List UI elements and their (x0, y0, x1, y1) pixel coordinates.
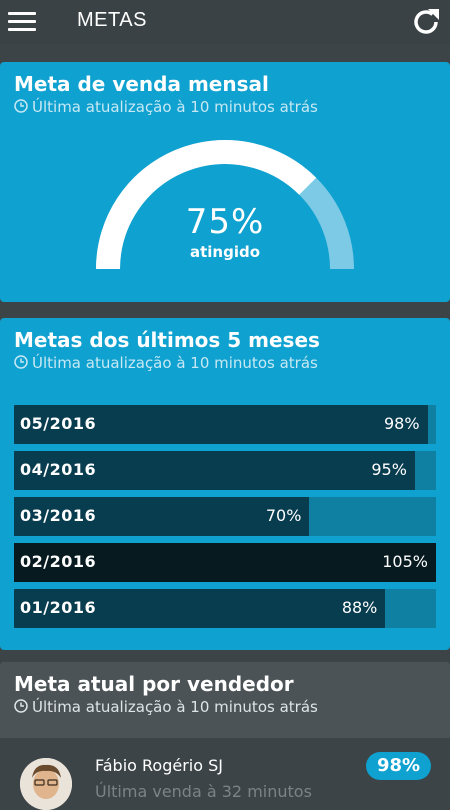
month-bar-row[interactable]: 03/2016 70% (14, 497, 436, 536)
seller-goals-updated-text: Última atualização à 10 minutos atrás (32, 698, 318, 716)
month-bar-row[interactable]: 02/2016 105% (14, 543, 436, 582)
month-bar-fill (14, 589, 386, 628)
month-label: 03/2016 (20, 506, 97, 525)
month-label: 04/2016 (20, 460, 97, 479)
month-bar-fill (14, 405, 428, 444)
month-percent: 98% (384, 414, 420, 433)
seller-avatar (20, 758, 72, 810)
month-percent: 88% (341, 598, 378, 617)
month-bar-row[interactable]: 05/2016 98% (14, 405, 436, 444)
month-percent: 95% (371, 460, 407, 479)
gauge-percent: 75% (185, 202, 265, 242)
top-app-bar: METAS (0, 0, 450, 44)
seller-goals-title: Meta atual por vendedor (14, 672, 294, 696)
monthly-goal-title: Meta de venda mensal (14, 72, 269, 96)
month-bar-row[interactable]: 04/2016 95% (14, 451, 436, 490)
clock-icon (14, 699, 28, 713)
page-title: METAS (77, 9, 147, 31)
month-bar-fill (14, 497, 310, 536)
seller-last-sale: Última venda à 32 minutos (95, 782, 312, 801)
month-label: 01/2016 (20, 598, 97, 617)
last-months-title: Metas dos últimos 5 meses (14, 328, 320, 352)
clock-icon (14, 355, 28, 369)
seller-goals-updated: Última atualização à 10 minutos atrás (14, 698, 318, 716)
month-label: 02/2016 (20, 552, 97, 571)
person-photo-icon (20, 758, 72, 810)
month-label: 05/2016 (20, 414, 97, 433)
goal-gauge (96, 140, 354, 270)
clock-icon (14, 99, 28, 113)
month-percent: 105% (382, 552, 428, 571)
month-bar-fill (14, 543, 436, 582)
monthly-goal-updated-text: Última atualização à 10 minutos atrás (32, 98, 318, 116)
monthly-goal-updated: Última atualização à 10 minutos atrás (14, 98, 318, 116)
gauge-label: atingido (189, 243, 261, 261)
month-percent: 70% (265, 506, 302, 525)
month-bar-fill (14, 451, 415, 490)
month-bar-row[interactable]: 01/2016 88% (14, 589, 436, 628)
monthly-goal-card: Meta de venda mensal Última atualização … (0, 62, 450, 302)
seller-goals-card: Meta atual por vendedor Última atualizaç… (0, 662, 450, 810)
last-months-updated: Última atualização à 10 minutos atrás (14, 354, 318, 372)
refresh-icon[interactable] (410, 6, 442, 38)
seller-list-item[interactable]: Fábio Rogério SJ Última venda à 32 minut… (0, 738, 450, 810)
gauge-fill-arc (96, 140, 317, 270)
last-months-card: Metas dos últimos 5 meses Última atualiz… (0, 318, 450, 650)
last-months-updated-text: Última atualização à 10 minutos atrás (32, 354, 318, 372)
seller-name: Fábio Rogério SJ (95, 756, 223, 775)
seller-percent-badge: 98% (366, 752, 431, 780)
hamburger-menu-icon[interactable] (8, 12, 36, 32)
